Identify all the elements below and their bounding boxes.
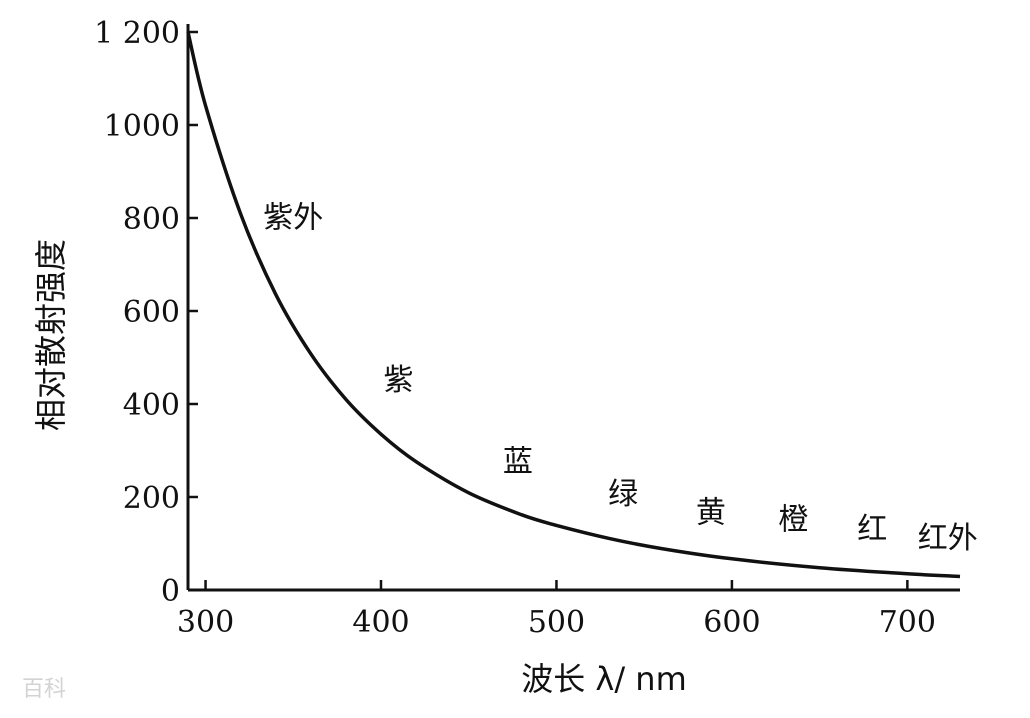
ticks: 300 400 500 600 700 0 200 400 600 800 1000 1 200	[94, 16, 936, 640]
watermark: 百科	[22, 677, 66, 702]
series	[186, 31, 961, 579]
y-tick-label: 400	[123, 388, 180, 423]
axis-titles: 波长 λ/ nm 相对散射强度	[32, 239, 687, 698]
band-label: 黄	[696, 496, 726, 531]
band-label: 紫	[384, 363, 414, 398]
x-tick-label: 300	[177, 605, 234, 640]
band-label: 橙	[778, 503, 808, 538]
watermark-text: 百科	[22, 677, 66, 702]
series-line	[186, 31, 961, 579]
y-tick-label: 800	[123, 202, 180, 237]
x-tick-label: 500	[528, 605, 585, 640]
y-tick-label: 200	[123, 481, 180, 516]
y-tick-label: 600	[123, 295, 180, 330]
axes	[186, 24, 960, 592]
band-label: 红	[857, 512, 887, 547]
band-label: 蓝	[503, 444, 533, 479]
x-tick-label: 400	[352, 605, 409, 640]
band-label: 紫外	[263, 200, 323, 235]
y-tick-label: 1000	[104, 109, 180, 144]
band-label: 绿	[608, 477, 638, 512]
x-tick-label: 700	[879, 605, 936, 640]
x-tick-label: 600	[703, 605, 760, 640]
x-axis-title: 波长 λ/ nm	[521, 660, 687, 698]
band-annotations: 紫外紫蓝绿黄 橙 红红外	[263, 200, 977, 556]
y-tick-label: 1 200	[94, 16, 180, 51]
y-axis-title: 相对散射强度	[32, 239, 70, 431]
band-label: 红外	[918, 521, 978, 556]
y-tick-label: 0	[161, 574, 180, 609]
